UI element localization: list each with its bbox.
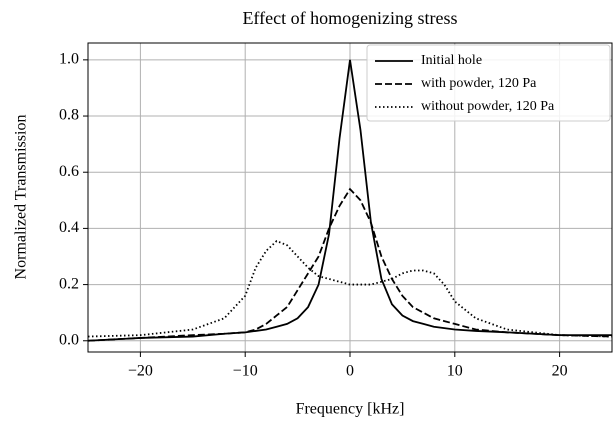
legend-label: with powder, 120 Pa [421, 76, 537, 91]
x-tick-label: 20 [552, 363, 568, 380]
series-line [88, 187, 612, 342]
x-axis-label: Frequency [kHz] [296, 401, 405, 418]
x-tick-label: −10 [233, 363, 258, 380]
legend-label: without powder, 120 Pa [421, 99, 555, 114]
series-line [88, 59, 612, 342]
plot-frame [87, 42, 613, 353]
y-tick-label: 0.8 [59, 107, 79, 124]
series-line [88, 239, 612, 338]
x-tick-label: −20 [128, 363, 153, 380]
y-tick-label: 0.0 [59, 331, 79, 348]
y-tick-label: 1.0 [59, 51, 79, 68]
x-tick-label: 0 [346, 363, 354, 380]
chart-title: Effect of homogenizing stress [242, 8, 457, 28]
y-tick-label: 0.6 [59, 163, 79, 180]
legend-label: Initial hole [421, 53, 482, 68]
legend-box [366, 44, 611, 122]
x-tick-label: 10 [447, 363, 463, 380]
y-tick-label: 0.4 [59, 219, 79, 236]
y-axis-label: Normalized Transmission [13, 115, 30, 280]
y-tick-label: 0.2 [59, 275, 79, 292]
